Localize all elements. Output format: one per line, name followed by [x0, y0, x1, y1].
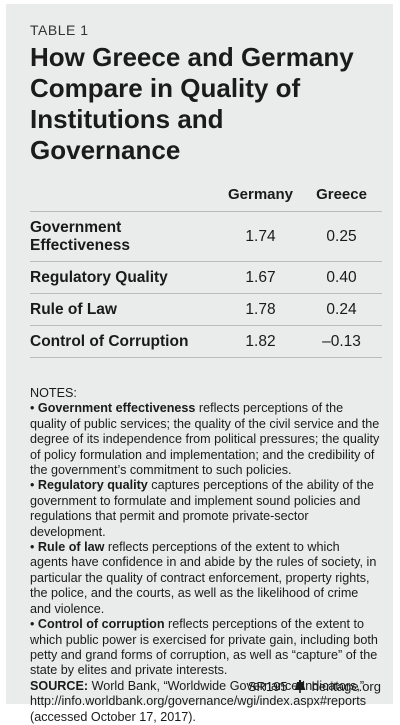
greece-value: –0.13	[301, 325, 382, 358]
table-row: Control of Corruption 1.82 –0.13	[30, 325, 382, 358]
note-item: • Rule of law reflects perceptions of th…	[30, 540, 377, 616]
row-label: Control of Corruption	[30, 325, 220, 358]
note-item: • Control of corruption reflects percept…	[30, 617, 378, 678]
note-item: • Regulatory quality captures perception…	[30, 478, 374, 539]
note-term: Control of corruption	[37, 617, 165, 632]
table-label: TABLE 1	[30, 22, 89, 38]
note-item: • Government effectiveness reflects perc…	[30, 401, 380, 478]
greece-value: 0.24	[301, 293, 382, 326]
table-header-row: Germany Greece	[30, 180, 382, 212]
notes-section: NOTES: • Government effectiveness reflec…	[30, 386, 380, 725]
notes-heading: NOTES:	[30, 386, 77, 400]
source-label: SOURCE:	[30, 678, 89, 693]
germany-value: 1.67	[220, 261, 301, 294]
note-text: reflects perceptions of the quality of p…	[30, 401, 380, 478]
note-term: Government effectiveness	[37, 401, 196, 416]
germany-value: 1.78	[220, 293, 301, 326]
note-term: Rule of law	[37, 540, 105, 555]
note-term: Regulatory quality	[37, 478, 148, 493]
page-title: How Greece and Germany Compare in Qualit…	[30, 42, 354, 165]
report-code: SR195	[247, 679, 288, 694]
site-name: heritage.org	[311, 679, 381, 694]
table-row: Government Effectiveness 1.74 0.25	[30, 211, 382, 262]
greece-value: 0.40	[301, 261, 382, 294]
column-header-greece: Greece	[301, 180, 382, 212]
note-text: reflects perceptions of the extent to wh…	[30, 617, 378, 678]
table-row: Rule of Law 1.78 0.24	[30, 293, 382, 326]
germany-value: 1.74	[220, 211, 301, 262]
note-text: captures perceptions of the ability of t…	[30, 478, 374, 539]
row-label: Rule of Law	[30, 293, 220, 326]
germany-value: 1.82	[220, 325, 301, 358]
greece-value: 0.25	[301, 211, 382, 262]
row-label: Regulatory Quality	[30, 261, 220, 294]
note-text: reflects perceptions of the extent to wh…	[30, 540, 377, 616]
column-header-germany: Germany	[220, 180, 301, 212]
header-blank	[30, 180, 220, 212]
table-row: Regulatory Quality 1.67 0.40	[30, 261, 382, 294]
footer: SR195 heritage.org	[248, 679, 381, 694]
row-label: Government Effectiveness	[30, 211, 220, 262]
governance-table: Germany Greece Government Effectiveness …	[30, 180, 382, 358]
table-card: TABLE 1 How Greece and Germany Compare i…	[6, 4, 393, 724]
liberty-bell-icon	[294, 680, 306, 693]
